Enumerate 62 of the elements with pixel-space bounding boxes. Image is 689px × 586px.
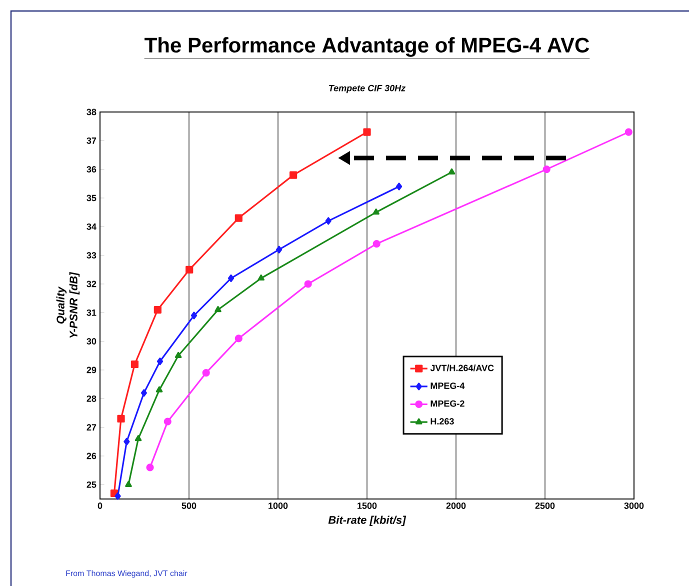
y-tick-label: 36: [86, 166, 96, 173]
point: [125, 480, 132, 487]
point: [124, 438, 130, 446]
y-tick-label: 25: [86, 481, 96, 488]
point: [174, 352, 182, 358]
point: [372, 208, 380, 215]
x-tick-label: 500: [182, 502, 196, 509]
legend-label: MPEG-4: [430, 382, 465, 389]
point: [363, 128, 371, 136]
point: [146, 464, 154, 472]
x-tick-label: 2500: [535, 502, 555, 509]
y-tick-label: 33: [86, 252, 96, 259]
y-tick-label: 37: [86, 137, 96, 144]
legend-label: H.263: [430, 418, 454, 425]
point: [117, 414, 125, 423]
legend-label: JVT/H.264/AVC: [430, 364, 494, 372]
legend-label: MPEG-2: [430, 400, 464, 407]
x-tick-label: 0: [98, 502, 102, 509]
y-tick-label: 34: [86, 223, 96, 230]
y-tick-label: 38: [86, 108, 96, 116]
point: [542, 166, 550, 174]
x-axis-title: Bit-rate [kbit/s]: [328, 516, 406, 526]
point: [156, 386, 163, 392]
y-axis-title: Quality Y-PSNR [dB]: [56, 272, 80, 338]
point: [325, 217, 332, 225]
y-tick-label: 26: [86, 452, 96, 460]
point: [154, 306, 162, 314]
y-tick-label: 35: [86, 194, 96, 202]
x-tick-label: 1500: [358, 502, 377, 509]
point: [372, 240, 380, 248]
point: [258, 274, 264, 281]
y-tick-label: 28: [86, 395, 96, 402]
chart-subtitle: Tempete CIF 30Hz: [329, 84, 406, 94]
point: [186, 266, 194, 274]
point: [396, 182, 402, 190]
point: [164, 418, 172, 426]
point: [234, 334, 242, 342]
x-tick-label: 2000: [446, 502, 466, 509]
point: [202, 369, 210, 377]
point: [228, 274, 234, 282]
point: [234, 214, 242, 222]
point: [114, 492, 121, 500]
point: [156, 358, 164, 366]
point: [304, 280, 312, 288]
chart-title: The Performance Advantage of MPEG-4 AVC: [144, 37, 590, 57]
point: [448, 168, 456, 174]
point: [130, 360, 139, 368]
y-tick-label: 31: [86, 309, 96, 316]
point: [134, 434, 142, 442]
y-tick-label: 27: [86, 424, 96, 430]
y-tick-label: 32: [86, 280, 96, 288]
y-tick-label: 30: [86, 338, 96, 345]
point: [190, 312, 198, 320]
y-tick-label: 29: [86, 366, 96, 374]
point: [624, 128, 632, 136]
text: From Thomas Wiegand, JVT chair: [66, 570, 188, 578]
point: [214, 306, 222, 312]
point: [290, 171, 298, 179]
x-tick-label: 3000: [624, 502, 644, 509]
point: [140, 389, 148, 397]
point: [276, 246, 282, 254]
x-tick-label: 1000: [268, 502, 288, 509]
